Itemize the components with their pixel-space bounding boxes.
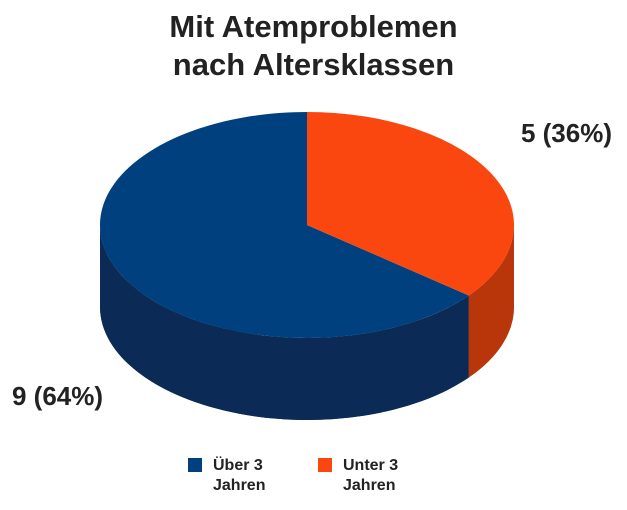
legend-item: Unter 3 Jahren bbox=[318, 456, 423, 496]
data-label: 5 (36%) bbox=[521, 118, 612, 148]
legend-swatch bbox=[318, 458, 332, 472]
pie-slice-side-shade bbox=[100, 225, 469, 420]
data-label: 9 (64%) bbox=[12, 381, 103, 411]
legend-item: Über 3 Jahren bbox=[188, 456, 293, 496]
legend-label: Unter 3 Jahren bbox=[343, 457, 399, 494]
chart-title: Mit Atemproblemen nach Altersklassen bbox=[169, 9, 458, 82]
pie-slice bbox=[99, 112, 469, 338]
chart-title-box: Mit Atemproblemen nach Altersklassen bbox=[0, 8, 627, 84]
pie-slice bbox=[307, 112, 514, 296]
legend-label: Über 3 Jahren bbox=[213, 457, 266, 494]
pie-slice-side-shade bbox=[468, 225, 514, 378]
legend-swatch bbox=[188, 458, 202, 472]
